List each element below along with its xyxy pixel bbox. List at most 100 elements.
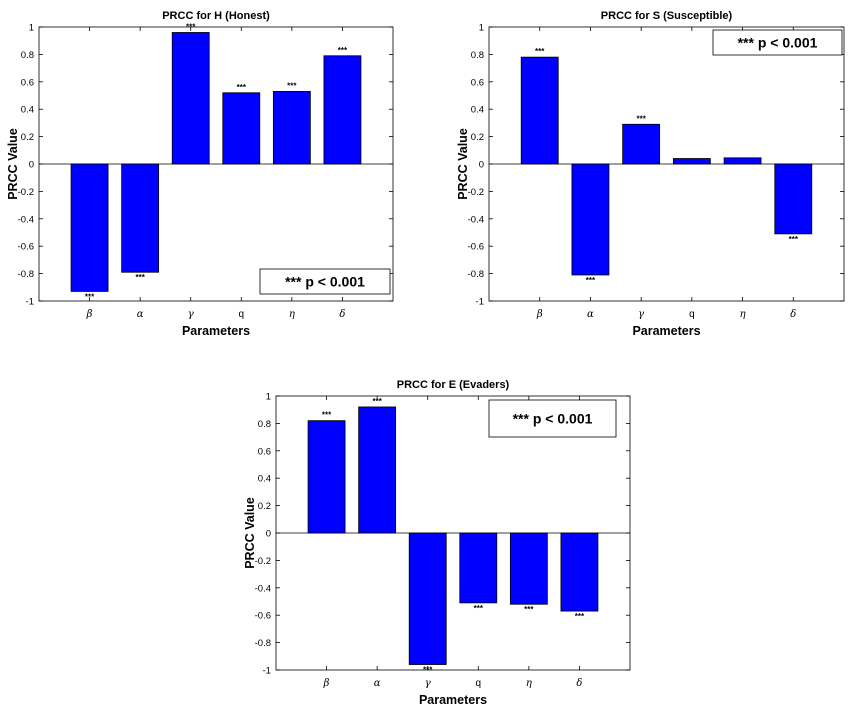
chart-panel-3: -1 -0.8 -0.6 -0.4 -0.2 0 0.2 0.4 0.6 0.8 1 β *** α ***… — [243, 379, 631, 707]
y-tick-label: -0.2 — [468, 187, 484, 198]
chart-panel-1: -1 -0.8 -0.6 -0.4 -0.2 0 0.2 0.4 0.6 0.8 1 β *** α ***… — [6, 10, 394, 338]
x-tick-label: γ — [425, 678, 431, 689]
y-tick-label: -0.6 — [255, 611, 271, 622]
significance-marker: *** — [535, 47, 545, 56]
y-axis-label: PRCC Value — [6, 128, 20, 200]
x-tick-label: q — [689, 309, 695, 320]
y-tick-label: -0.8 — [18, 269, 34, 280]
y-tick-label: 0.8 — [21, 50, 34, 61]
y-tick-label: 0.8 — [258, 419, 271, 430]
y-tick-label: -0.6 — [18, 242, 34, 253]
significance-marker: *** — [423, 666, 433, 675]
y-tick-label: 0 — [266, 529, 271, 540]
y-tick-label: -1 — [263, 666, 271, 677]
y-tick-label: 0.6 — [21, 77, 34, 88]
y-tick-label: 0.2 — [258, 501, 271, 512]
significance-marker: *** — [372, 397, 382, 406]
bar — [459, 532, 498, 604]
bar — [622, 123, 661, 165]
x-axis-label: Parameters — [632, 324, 700, 338]
bar — [121, 163, 160, 273]
bar — [723, 157, 762, 165]
chart-title: PRCC for H (Honest) — [162, 10, 270, 22]
bar — [774, 163, 813, 235]
x-tick-label: β — [323, 678, 330, 689]
x-axis-label: Parameters — [182, 324, 250, 338]
x-axis-label: Parameters — [419, 693, 487, 707]
y-tick-label: 1 — [266, 392, 271, 403]
x-tick-label: η — [289, 309, 295, 320]
significance-marker: *** — [524, 605, 534, 614]
bar — [323, 55, 362, 165]
y-tick-label: 0.8 — [471, 50, 484, 61]
legend-text: *** p < 0.001 — [285, 274, 365, 290]
y-tick-label: -0.4 — [18, 214, 34, 225]
x-tick-label: α — [587, 309, 594, 320]
significance-marker: *** — [322, 411, 332, 420]
x-tick-label: q — [239, 309, 245, 320]
y-tick-label: 1 — [479, 23, 484, 34]
significance-marker: *** — [789, 235, 799, 244]
chart-panel-2: -1 -0.8 -0.6 -0.4 -0.2 0 0.2 0.4 0.6 0.8 1 β *** α ***… — [456, 10, 845, 338]
bar — [672, 158, 711, 165]
significance-marker: *** — [575, 612, 585, 621]
bar — [408, 532, 447, 665]
y-tick-label: -0.4 — [468, 214, 484, 225]
y-axis-label: PRCC Value — [456, 128, 470, 200]
significance-marker: *** — [135, 273, 145, 282]
bar — [520, 56, 559, 165]
y-tick-label: -0.6 — [468, 242, 484, 253]
significance-marker: *** — [287, 81, 297, 90]
y-tick-label: 0.2 — [471, 132, 484, 143]
legend-box — [259, 268, 391, 295]
y-tick-label: -0.2 — [255, 556, 271, 567]
chart-title: PRCC for S (Susceptible) — [601, 10, 733, 22]
significance-marker: *** — [85, 292, 95, 301]
significance-marker: *** — [586, 276, 596, 285]
y-tick-label: 0.4 — [21, 105, 34, 116]
legend-text: *** p < 0.001 — [513, 411, 593, 427]
x-tick-label: q — [476, 678, 482, 689]
y-tick-label: 0.2 — [21, 132, 34, 143]
y-tick-label: -0.8 — [468, 269, 484, 280]
x-tick-label: η — [526, 678, 532, 689]
bar — [171, 32, 210, 165]
y-tick-label: -0.2 — [18, 187, 34, 198]
y-tick-label: -1 — [26, 297, 34, 308]
x-tick-label: δ — [576, 678, 582, 689]
x-tick-label: δ — [339, 309, 345, 320]
significance-marker: *** — [237, 83, 247, 92]
y-tick-label: 0.6 — [258, 446, 271, 457]
significance-marker: *** — [338, 46, 348, 55]
x-tick-label: δ — [790, 309, 796, 320]
significance-marker: *** — [636, 114, 646, 123]
legend-box — [488, 399, 617, 438]
chart-title: PRCC for E (Evaders) — [397, 379, 510, 391]
significance-marker: *** — [186, 22, 196, 31]
x-tick-label: η — [740, 309, 746, 320]
x-tick-label: β — [536, 309, 543, 320]
legend-text: *** p < 0.001 — [738, 35, 818, 51]
y-tick-label: -0.8 — [255, 638, 271, 649]
bar — [70, 163, 109, 292]
y-tick-label: 0 — [479, 160, 484, 171]
y-tick-label: -0.4 — [255, 583, 271, 594]
bar — [358, 406, 397, 534]
bar — [509, 532, 548, 605]
x-tick-label: β — [86, 309, 93, 320]
y-tick-label: 0.4 — [471, 105, 484, 116]
significance-marker: *** — [474, 604, 484, 613]
bar — [307, 420, 346, 534]
y-tick-label: 0 — [29, 160, 34, 171]
y-tick-label: 1 — [29, 23, 34, 34]
x-tick-label: γ — [638, 309, 644, 320]
y-tick-label: 0.6 — [471, 77, 484, 88]
y-tick-label: 0.4 — [258, 474, 271, 485]
legend-box — [712, 29, 843, 56]
bar — [272, 90, 311, 165]
bar — [560, 532, 599, 612]
x-tick-label: α — [374, 678, 381, 689]
x-tick-label: γ — [188, 309, 194, 320]
y-axis-label: PRCC Value — [243, 497, 257, 569]
